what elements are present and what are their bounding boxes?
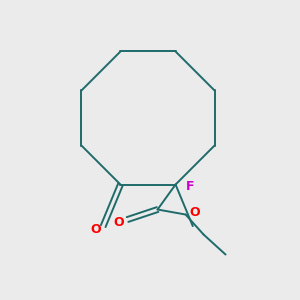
Text: O: O [90, 223, 101, 236]
Text: O: O [113, 216, 124, 229]
Text: O: O [189, 206, 200, 219]
Text: F: F [186, 180, 194, 193]
